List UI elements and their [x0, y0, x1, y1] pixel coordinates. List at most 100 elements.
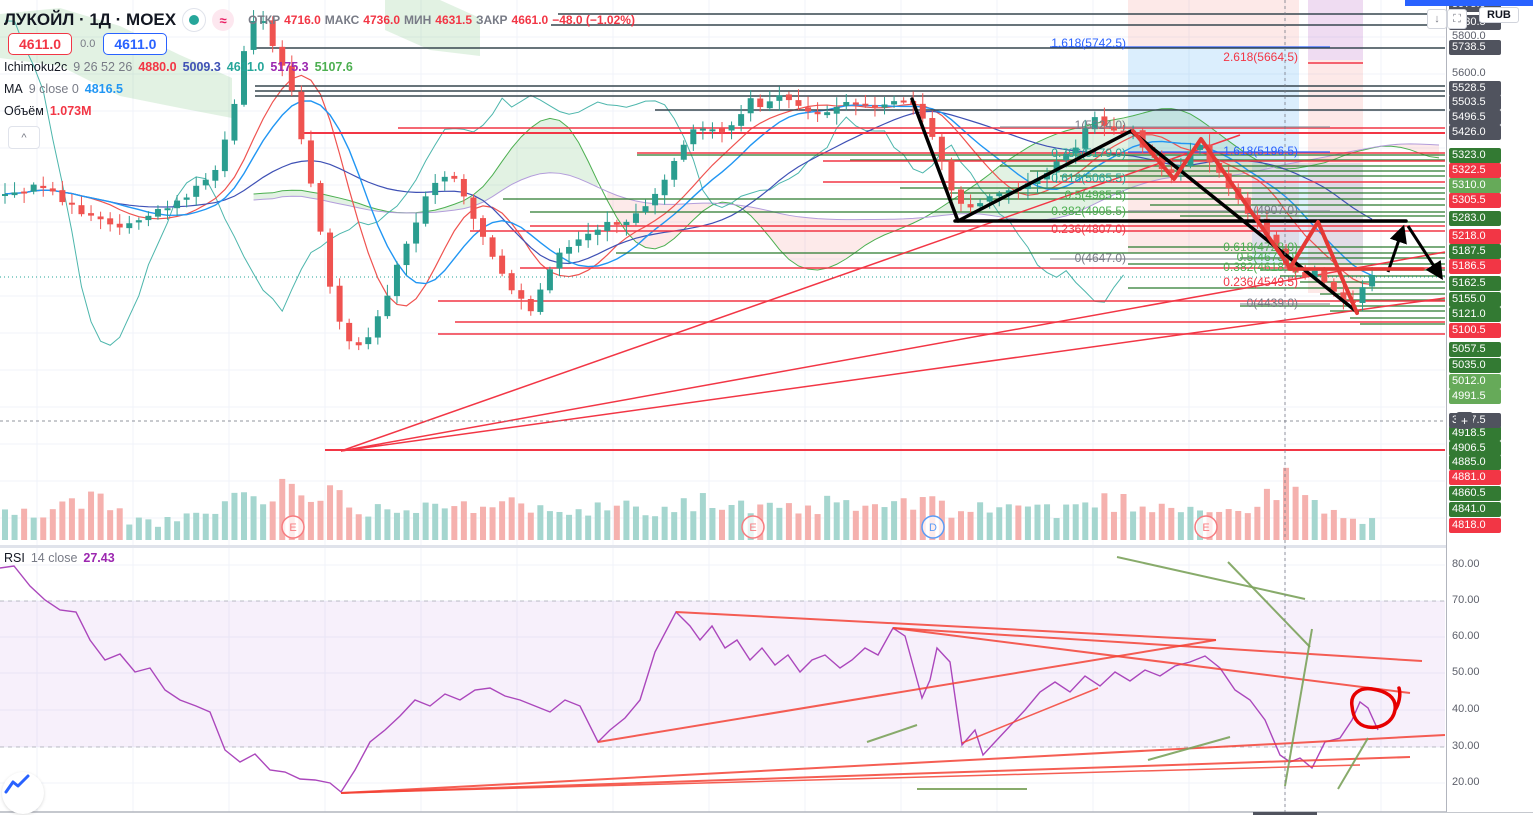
candle — [183, 197, 190, 200]
red-zigzag-drawing[interactable] — [1131, 129, 1359, 315]
sell-button[interactable]: 4611.0 — [8, 33, 73, 55]
rsi-green-line[interactable] — [1116, 556, 1306, 600]
candle — [556, 252, 563, 269]
collapse-legend-button[interactable]: ^ — [8, 126, 40, 149]
candle — [1321, 270, 1328, 283]
candle — [1101, 116, 1108, 126]
selection-strip — [1405, 0, 1533, 6]
candle — [891, 101, 898, 105]
candle — [250, 20, 257, 50]
volume-bar — [480, 506, 486, 540]
volume-bar — [728, 504, 735, 540]
rsi-trend-line[interactable] — [340, 756, 1411, 794]
trend-line[interactable] — [340, 251, 1446, 452]
candle — [527, 298, 534, 312]
rsi-trend-line[interactable] — [892, 627, 1423, 662]
volume-bar — [556, 511, 563, 540]
candle — [919, 103, 926, 119]
price-level-chip: 5528.5 — [1449, 81, 1501, 96]
ichimoku-cloud — [607, 191, 713, 249]
ma-name: MA — [4, 82, 23, 96]
price-level-chip: 5426.0 — [1449, 125, 1501, 140]
candle — [977, 203, 984, 207]
volume-bar — [566, 514, 573, 540]
ma-value: 4816.5 — [84, 82, 124, 96]
event-marker-letter: E — [289, 522, 296, 534]
candle — [432, 182, 439, 196]
add-alert-plus-button[interactable]: + — [1456, 412, 1473, 429]
ichimoku-legend-row[interactable]: Ichimoku2c 9 26 52 26 4880.0 5009.3 4611.0… — [4, 60, 359, 74]
volume-bar — [355, 514, 362, 540]
candle — [1302, 272, 1309, 278]
volume-bar — [1330, 509, 1337, 540]
volume-legend-row[interactable]: Объём 1.073M — [4, 104, 92, 118]
rsi-trend-line[interactable] — [340, 734, 1446, 794]
rsi-trend-line[interactable] — [675, 611, 1217, 641]
buy-button[interactable]: 4611.0 — [103, 33, 168, 55]
scroll-to-recent-button[interactable]: ↓ — [1427, 9, 1447, 29]
black-arrow-drawing[interactable] — [1386, 224, 1407, 273]
candle — [671, 160, 678, 180]
rsi-green-line[interactable] — [1227, 561, 1311, 648]
price-tick: 5800.0 — [1452, 30, 1486, 42]
volume-bar — [116, 508, 123, 540]
rsi-legend-row[interactable]: RSI 14 close 27.43 — [4, 551, 115, 565]
rsi-trend-line[interactable] — [340, 764, 1361, 794]
rsi-trend-line[interactable] — [597, 639, 1217, 743]
volume-bar — [164, 516, 171, 540]
candle — [1063, 154, 1070, 161]
candle — [967, 204, 974, 208]
candle — [202, 179, 209, 186]
volume-bars — [2, 467, 1376, 540]
volume-bar — [1110, 511, 1117, 540]
event-marker[interactable] — [921, 515, 945, 539]
candle — [441, 176, 448, 182]
price-level-chip: 5738.5 — [1449, 40, 1501, 55]
tradingview-logo[interactable] — [2, 772, 44, 814]
volume-bar — [78, 508, 85, 540]
volume-bar — [269, 501, 276, 540]
red-circle-scribble[interactable] — [1350, 686, 1402, 730]
volume-bar — [948, 517, 955, 540]
close-value: 4661.0 — [511, 13, 549, 27]
candle — [164, 208, 171, 211]
trend-line[interactable] — [340, 134, 1241, 452]
volume-bar — [795, 513, 802, 540]
rsi-green-line[interactable] — [866, 724, 918, 743]
rsi-trend-line[interactable] — [892, 627, 1411, 694]
black-arrow-drawing[interactable] — [1406, 225, 1443, 281]
volume-bar — [40, 517, 47, 540]
event-marker[interactable] — [1194, 515, 1218, 539]
trend-line[interactable] — [340, 297, 1446, 452]
volume-bar — [1311, 500, 1318, 540]
event-marker[interactable] — [741, 515, 765, 539]
pane-separator[interactable] — [0, 545, 1533, 548]
symbol-status-button[interactable] — [182, 8, 207, 32]
candle — [862, 103, 869, 106]
rsi-tick: 50.00 — [1452, 666, 1480, 678]
ma-legend-row[interactable]: MA 9 close 0 4816.5 — [4, 82, 123, 96]
candle — [126, 223, 133, 229]
candle — [1110, 126, 1117, 131]
candle — [1187, 151, 1194, 167]
rsi-green-line[interactable] — [1147, 736, 1231, 761]
candle — [938, 136, 945, 160]
approx-price-button[interactable]: ≈ — [212, 9, 235, 31]
price-level-chip: 5057.5 — [1449, 342, 1501, 357]
candle — [1158, 153, 1165, 169]
candle — [116, 223, 123, 228]
event-marker[interactable] — [281, 515, 305, 539]
rsi-green-line[interactable] — [1284, 628, 1313, 787]
rsi-green-line[interactable] — [1337, 737, 1369, 790]
candle — [776, 95, 783, 101]
rsi-trend-line[interactable] — [961, 687, 1099, 744]
candle — [661, 179, 668, 196]
currency-button[interactable]: RUB — [1479, 7, 1519, 23]
candle — [327, 232, 334, 287]
low-label: МИН — [404, 13, 432, 27]
volume-bar — [346, 507, 353, 540]
symbol-title-row[interactable]: ЛУКОЙЛ · 1Д · MOEX ≈ ОТКР 4716.0 МАКС 47… — [4, 8, 635, 32]
maximize-pane-button[interactable]: ⛶ — [1447, 9, 1467, 29]
high-value: 4736.0 — [363, 13, 400, 27]
